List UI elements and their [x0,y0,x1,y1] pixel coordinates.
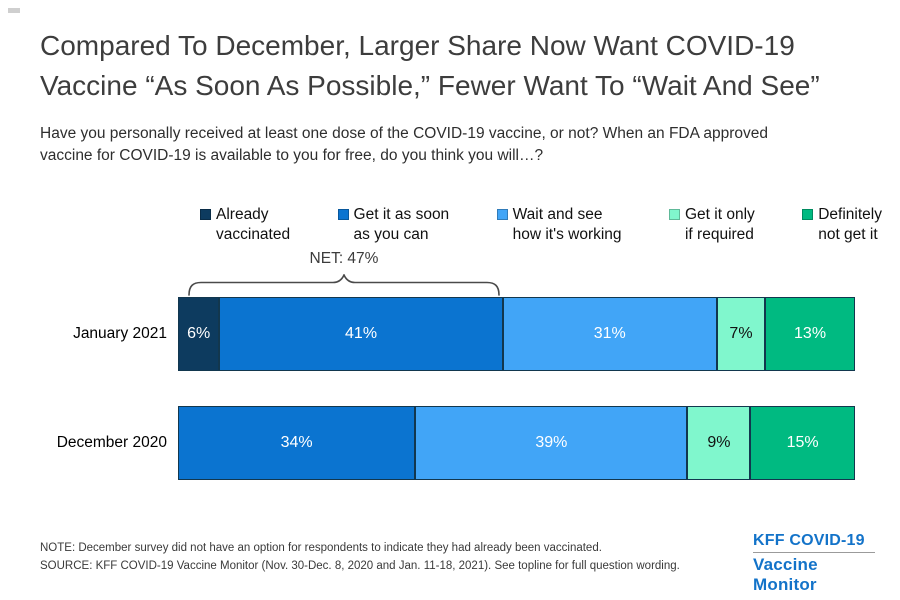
legend-swatch-icon [668,209,680,220]
segment-value-label: 9% [707,434,731,451]
legend-label: Get it as soon as you can [353,206,450,243]
segment-value-label: 13% [794,325,827,342]
stacked-bar: 6% 41% 31% 7% 13% [178,297,855,371]
footer-note: NOTE: December survey did not have an op… [40,542,602,554]
bar-segment-get-it-only-if-required: 7% [716,297,766,371]
footer-source: SOURCE: KFF COVID-19 Vaccine Monitor (No… [40,560,680,572]
bar-segment-definitely-not-get-it: 13% [765,297,855,371]
page-title-line1: Compared To December, Larger Share Now W… [40,30,795,61]
bar-segment-get-it-as-soon-as-you-can: 34% [178,406,416,480]
question-line2: vaccine for COVID-19 is available to you… [40,147,544,164]
segment-value-label: 7% [729,325,753,342]
footer: NOTE: December survey did not have an op… [40,539,740,575]
corner-artifact-mark [8,8,20,13]
question-line1: Have you personally received at least on… [40,125,769,142]
legend-item-get-it-only-if-required: Get it only if required [668,205,755,245]
segment-value-label: 41% [345,325,378,342]
legend-label: Get it only if required [684,206,755,243]
segment-value-label: 6% [187,325,211,342]
legend-label: Wait and see how it's working [512,206,622,243]
segment-value-label: 34% [280,434,313,451]
bar-segment-definitely-not-get-it: 15% [750,406,855,480]
logo-line2: Vaccine Monitor [753,555,818,594]
legend-item-wait-and-see-how-it-s-working: Wait and see how it's working [496,205,622,245]
legend-swatch-icon [802,209,814,220]
bar-segment-wait-and-see-how-it-s-working: 39% [415,406,688,480]
legend-swatch-icon [496,209,508,220]
logo-divider [753,552,875,553]
stacked-bar: 34% 39% 9% 15% [178,406,855,480]
bar-segment-get-it-only-if-required: 9% [687,406,751,480]
legend-item-definitely-not-get-it: Definitely not get it [802,205,882,245]
kff-vaccine-monitor-logo: KFF COVID-19 Vaccine Monitor [753,531,875,595]
bar-segment-already-vaccinated: 6% [178,297,220,371]
bar-row: January 2021 6% 41% 31% 7% 13% [30,297,855,371]
legend-label: Already vaccinated [216,206,291,243]
question-text: Have you personally received at least on… [40,123,870,167]
row-label-january-2021: January 2021 [73,325,167,342]
segment-value-label: 31% [593,325,626,342]
legend-label: Definitely not get it [818,206,882,243]
row-label-december-2020: December 2020 [56,434,167,451]
bar-row: December 2020 34% 39% 9% 15% [30,406,855,480]
legend-item-already-vaccinated: Already vaccinated [200,205,290,245]
page-title: Compared To December, Larger Share Now W… [40,26,870,106]
legend-swatch-icon [200,209,211,220]
bar-segment-get-it-as-soon-as-you-can: 41% [219,297,503,371]
legend: Already vaccinated Get it as soon as you ca… [200,205,882,245]
curly-brace-icon [188,274,500,296]
segment-value-label: 39% [535,434,568,451]
logo-line1: KFF COVID-19 [753,532,865,549]
segment-value-label: 15% [786,434,819,451]
bar-segment-wait-and-see-how-it-s-working: 31% [502,297,717,371]
net-annotation-label: NET: 47% [309,250,379,267]
page-title-line2: Vaccine “As Soon As Possible,” Fewer Wan… [40,70,820,101]
legend-swatch-icon [337,209,349,220]
legend-item-get-it-as-soon-as-you-can: Get it as soon as you can [337,205,450,245]
